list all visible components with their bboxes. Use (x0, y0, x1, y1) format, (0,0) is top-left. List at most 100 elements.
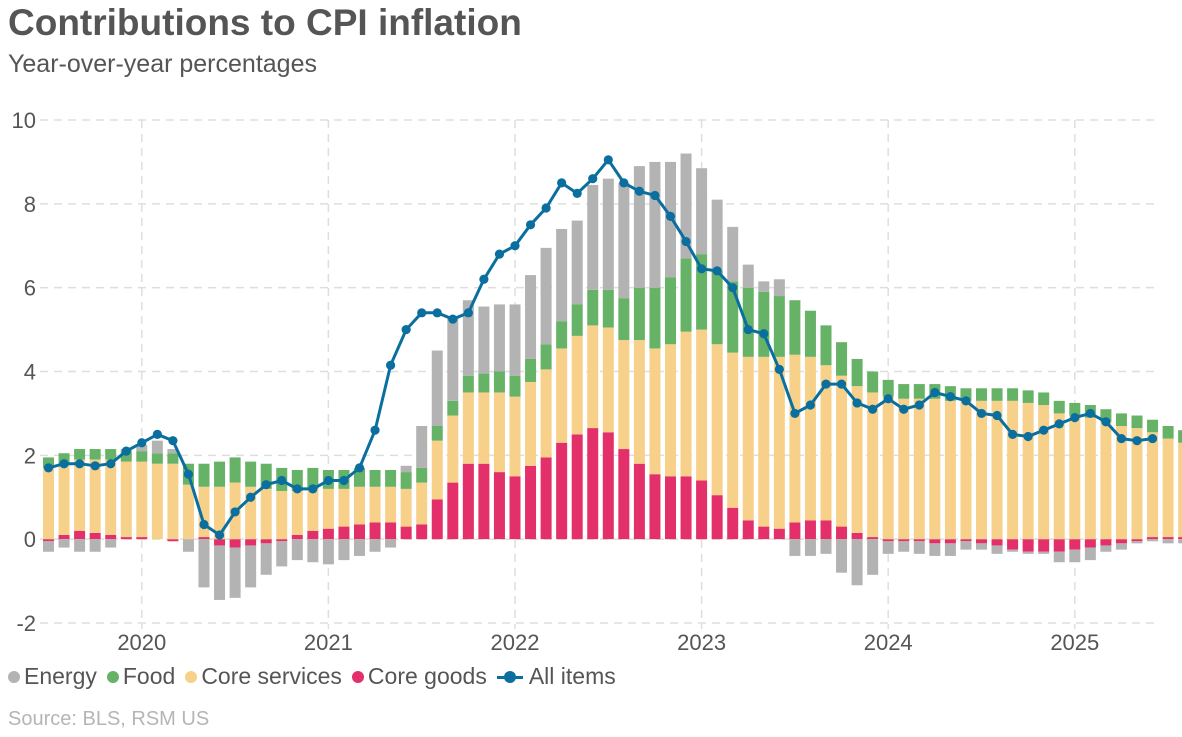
bar-core-goods (229, 539, 241, 548)
bar-food (680, 258, 692, 332)
all-items-point (479, 274, 489, 284)
all-items-point (805, 400, 816, 410)
all-items-point (650, 190, 660, 201)
bar-core-services (944, 400, 956, 540)
bar-core-goods (898, 539, 910, 542)
source-note: Source: BLS, RSM US (8, 708, 210, 730)
bar-core-goods (493, 472, 505, 540)
bar-food (633, 287, 645, 341)
bar-food (462, 375, 474, 393)
all-items-point (323, 475, 333, 486)
bar-food (789, 300, 801, 355)
bar-core-goods (447, 482, 459, 540)
bar-core-goods (1162, 537, 1174, 540)
stacked-bars (43, 153, 1182, 600)
bar-core-goods (322, 528, 334, 540)
bar-energy (1131, 541, 1143, 544)
all-items-point (976, 408, 987, 419)
bar-food (1038, 392, 1050, 406)
bar-core-goods (711, 495, 723, 540)
all-items-point (945, 392, 956, 402)
bar-core-services (431, 440, 443, 500)
bar-energy (276, 541, 288, 567)
bar-food (136, 451, 148, 462)
legend-label-all-items: All items (528, 663, 616, 689)
bar-core-goods (976, 539, 987, 544)
bar-energy (820, 539, 832, 554)
bar-core-services (836, 375, 848, 527)
bar-core-services (214, 486, 226, 540)
all-items-point (121, 446, 131, 456)
bar-energy (633, 166, 645, 288)
bar-core-goods (167, 539, 179, 542)
bar-energy (836, 539, 848, 573)
bar-food (991, 388, 1003, 401)
bar-food (416, 467, 428, 483)
bar-food (120, 451, 132, 462)
bar-energy (1147, 539, 1159, 542)
legend-item-core-goods[interactable]: Core goods (351, 663, 487, 690)
bar-core-goods (198, 537, 210, 540)
bar-food (478, 373, 490, 393)
all-items-point (230, 507, 240, 517)
all-items-point (463, 308, 473, 318)
bar-food (1100, 409, 1112, 422)
bar-food (1007, 388, 1019, 401)
bar-food (898, 384, 910, 399)
bar-core-goods (789, 522, 801, 540)
all-items-point (603, 155, 613, 165)
bar-food (291, 470, 303, 491)
all-items-point (572, 188, 582, 198)
bar-energy (385, 539, 397, 548)
all-items-point (899, 404, 909, 414)
bar-core-services (385, 486, 397, 523)
bar-energy (291, 539, 303, 561)
bar-food (260, 463, 272, 489)
bar-core-services (618, 340, 630, 450)
bar-energy (447, 317, 459, 401)
all-items-point (1039, 425, 1049, 435)
bar-energy (1100, 545, 1112, 552)
all-items-point (697, 264, 707, 274)
bar-energy (43, 541, 54, 552)
bar-core-services (976, 400, 987, 540)
all-items-point (634, 186, 645, 196)
all-items-point (525, 220, 536, 230)
bar-core-goods (509, 476, 521, 540)
all-items-point (292, 484, 302, 494)
bar-energy (105, 539, 117, 548)
bar-core-goods (944, 539, 956, 544)
all-items-point (386, 360, 396, 370)
bar-food (167, 453, 179, 464)
bar-core-services (493, 392, 505, 473)
all-items-point (401, 324, 411, 335)
bar-food (89, 449, 101, 460)
bar-core-goods (525, 465, 537, 540)
bar-energy (602, 178, 614, 290)
bar-core-services (58, 463, 70, 535)
legend-item-food[interactable]: Food (106, 663, 175, 690)
bar-energy (976, 543, 987, 550)
bar-core-services (556, 348, 568, 443)
bar-food (649, 287, 661, 349)
bar-food (447, 400, 459, 416)
bar-core-goods (245, 539, 257, 546)
bar-energy (882, 541, 894, 554)
all-items-point (774, 364, 784, 375)
all-items-point (681, 236, 691, 247)
bar-core-services (322, 488, 334, 529)
bar-energy (773, 279, 785, 297)
legend-item-all-items[interactable]: All items (496, 663, 616, 690)
bar-core-goods (214, 539, 226, 546)
legend-item-energy[interactable]: Energy (8, 663, 97, 690)
bar-energy (929, 543, 941, 556)
all-items-point (759, 329, 769, 339)
bar-core-services (338, 488, 350, 527)
bar-core-goods (462, 463, 474, 540)
bar-energy (742, 264, 754, 288)
bar-core-services (758, 356, 770, 527)
bar-core-goods (773, 528, 785, 540)
legend-item-core-services[interactable]: Core services (185, 663, 342, 690)
bar-core-services (182, 484, 194, 540)
all-items-point (1054, 419, 1064, 429)
